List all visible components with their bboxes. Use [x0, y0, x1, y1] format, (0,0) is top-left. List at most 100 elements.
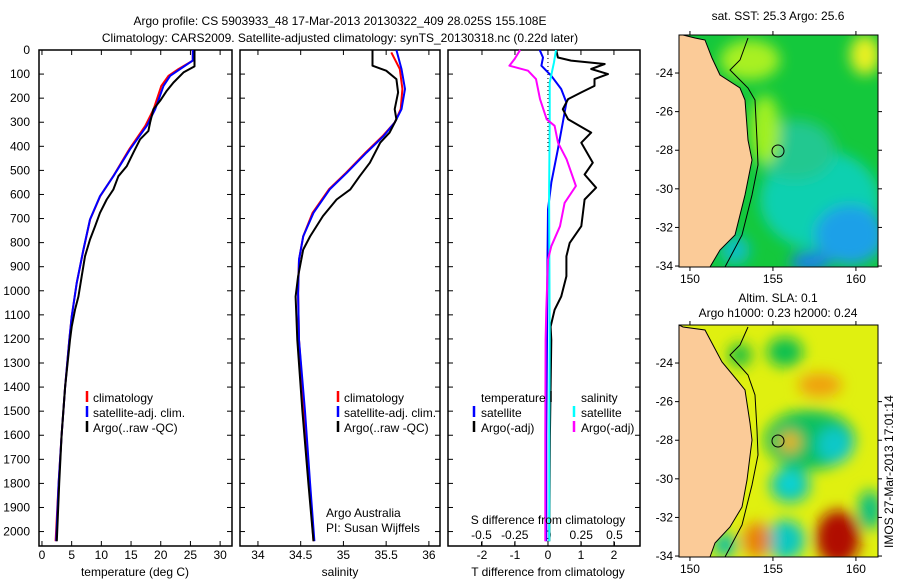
- legend-s-argo: Argo(-adj): [581, 421, 634, 435]
- lat-tick-label: -30: [656, 182, 674, 196]
- x-tick-label: 20: [154, 548, 168, 562]
- argo-position-marker: [771, 144, 785, 158]
- depth-tick-label: 2000: [3, 525, 30, 539]
- lon-tick-label: 160: [846, 272, 866, 286]
- salinity-profile-satellite-adj-clim-line: [297, 49, 406, 542]
- depth-tick-label: 1000: [3, 284, 30, 298]
- x-tick-label: 36: [422, 548, 436, 562]
- depth-tick-label: 800: [10, 236, 30, 250]
- s-diff-tick-label: 0: [545, 528, 552, 542]
- lat-tick-label: -26: [656, 395, 674, 409]
- salinity-profile-argo-raw-qc-line: [294, 50, 400, 542]
- salinity-profile-climatology-line: [297, 51, 404, 542]
- depth-tick-label: 100: [10, 67, 30, 81]
- difference-plot-frame: [447, 49, 641, 547]
- depth-tick-label: 1500: [3, 404, 30, 418]
- annotation-pi: PI: Susan Wijffels: [326, 521, 420, 535]
- temperature-profile-climatology-line: [54, 50, 194, 542]
- legend-t-satellite: satellite: [481, 406, 522, 420]
- imos-timestamp: IMOS 27-Mar-2013 17:01:14: [882, 395, 896, 548]
- legend-s-satellite: satellite: [581, 406, 622, 420]
- lat-tick-label: -24: [656, 66, 674, 80]
- axis-ticks: 0100200300400500600700800900100011001200…: [3, 43, 640, 562]
- sla-map-subtitle: Argo h1000: 0.23 h2000: 0.24: [699, 306, 858, 320]
- legend-temperature-title: temperature: [481, 391, 546, 405]
- argo-position-marker: [771, 434, 785, 448]
- title-line2: Climatology: CARS2009. Satellite-adjuste…: [102, 31, 578, 45]
- difference-profile-t-satellite-line: [538, 49, 568, 542]
- legend-t-argo: Argo(-adj): [481, 421, 534, 435]
- depth-tick-label: 1300: [3, 356, 30, 370]
- temperature-profile-satellite-adj-clim-line: [55, 50, 194, 542]
- salinity-legend: climatology satellite-adj. clim. Argo(..…: [336, 391, 436, 435]
- land-australia: [679, 35, 753, 267]
- lat-tick-label: -34: [656, 549, 674, 563]
- sst-map-frame: [678, 34, 879, 268]
- depth-tick-label: 1900: [3, 500, 30, 514]
- lon-tick-label: 160: [846, 562, 866, 576]
- legend-climatology: climatology: [93, 391, 153, 405]
- sla-map-frame: [678, 324, 879, 558]
- s-diff-tick-label: 0.5: [606, 528, 623, 542]
- x-tick-label: -1: [510, 548, 521, 562]
- lon-tick-label: 150: [680, 562, 700, 576]
- lat-tick-label: -30: [656, 472, 674, 486]
- title-line1: Argo profile: CS 5903933_48 17-Mar-2013 …: [134, 14, 547, 28]
- depth-tick-label: 700: [10, 212, 30, 226]
- x-tick-label: 35.5: [374, 548, 398, 562]
- lat-tick-label: -34: [656, 259, 674, 273]
- depth-tick-label: 400: [10, 139, 30, 153]
- t-difference-axis-label: T difference from climatology: [471, 565, 625, 579]
- x-tick-label: 0: [39, 548, 46, 562]
- legend-salinity-title: salinity: [581, 391, 618, 405]
- lat-tick-label: -26: [656, 105, 674, 119]
- x-tick-label: 5: [68, 548, 75, 562]
- s-diff-tick-label: 0.25: [570, 528, 594, 542]
- salinity-axis-label: salinity: [322, 565, 359, 579]
- temperature-plot-frame: [38, 49, 233, 547]
- depth-tick-label: 200: [10, 91, 30, 105]
- difference-profile-t-argo-adj-line: [548, 49, 609, 542]
- difference-profile-s-satellite-line: [548, 49, 557, 542]
- x-tick-label: 34.5: [289, 548, 313, 562]
- map-axis-ticks: 150 155 160 -24 -26 -28 -30 -32 -34 150 155 160 -24 -…: [656, 31, 882, 576]
- s-difference-axis-label: S difference from climatology: [471, 513, 626, 527]
- salinity-plot-frame: [239, 49, 441, 547]
- profile-lines: [54, 49, 609, 542]
- x-tick-label: 30: [213, 548, 227, 562]
- depth-tick-label: 600: [10, 187, 30, 201]
- temperature-axis-label: temperature (deg C): [81, 565, 189, 579]
- sla-map-title: Altim. SLA: 0.1: [738, 291, 818, 305]
- x-tick-label: 10: [95, 548, 109, 562]
- depth-tick-label: 500: [10, 163, 30, 177]
- legend-satellite: satellite-adj. clim.: [344, 406, 436, 420]
- legend-argo: Argo(..raw -QC): [344, 421, 429, 435]
- legend-climatology: climatology: [344, 391, 404, 405]
- lat-tick-label: -28: [656, 143, 674, 157]
- s-diff-tick-label: -0.25: [501, 528, 529, 542]
- legend-satellite: satellite-adj. clim.: [93, 406, 185, 420]
- lat-tick-label: -28: [656, 433, 674, 447]
- lat-tick-label: -24: [656, 356, 674, 370]
- depth-tick-label: 900: [10, 260, 30, 274]
- sla-map: [679, 325, 878, 557]
- depth-tick-label: 1200: [3, 332, 30, 346]
- x-tick-label: 34: [251, 548, 265, 562]
- lat-tick-label: -32: [656, 510, 674, 524]
- depth-tick-label: 1700: [3, 452, 30, 466]
- isobath-contour: [724, 326, 759, 557]
- temperature-legend: climatology satellite-adj. clim. Argo(..…: [85, 391, 185, 435]
- depth-tick-label: 1100: [4, 308, 30, 322]
- depth-tick-label: 1400: [3, 380, 30, 394]
- difference-profile-s-argo-adj-line: [508, 49, 577, 542]
- x-tick-label: 15: [124, 548, 138, 562]
- depth-tick-label: 0: [23, 43, 30, 57]
- depth-tick-label: 1600: [3, 428, 30, 442]
- x-tick-label: 2: [611, 548, 618, 562]
- depth-tick-label: 300: [10, 115, 30, 129]
- lon-tick-label: 150: [680, 272, 700, 286]
- x-tick-label: -2: [477, 548, 488, 562]
- temperature-profile-argo-raw-qc-line: [55, 50, 196, 542]
- x-tick-label: 25: [184, 548, 198, 562]
- s-diff-tick-label: -0.5: [471, 528, 492, 542]
